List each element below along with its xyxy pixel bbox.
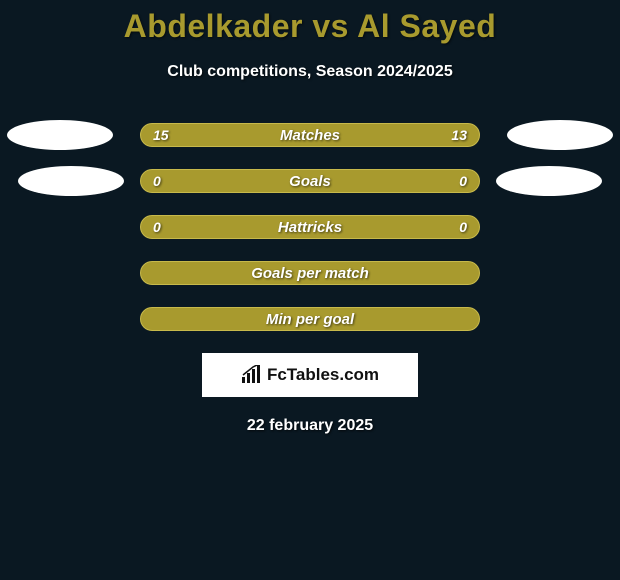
stat-label: Min per goal (141, 311, 479, 328)
player-right-marker (507, 120, 613, 150)
stat-label: Goals (141, 173, 479, 190)
player-left-marker (7, 120, 113, 150)
brand-logo: FcTables.com (241, 365, 379, 385)
stat-bar: Goals per match (140, 261, 480, 285)
date-label: 22 february 2025 (0, 417, 620, 435)
comparison-card: Abdelkader vs Al Sayed Club competitions… (0, 0, 620, 435)
subtitle: Club competitions, Season 2024/2025 (0, 63, 620, 81)
stat-label: Goals per match (141, 265, 479, 282)
stat-bar: 15Matches13 (140, 123, 480, 147)
stat-bar: 0Hattricks0 (140, 215, 480, 239)
brand-logo-box: FcTables.com (202, 353, 418, 397)
stat-row: Goals per match (0, 261, 620, 285)
player-right-marker (496, 166, 602, 196)
stat-row: 0Hattricks0 (0, 215, 620, 239)
brand-text: FcTables.com (267, 365, 379, 385)
stat-label: Hattricks (141, 219, 479, 236)
stat-row: 15Matches13 (0, 123, 620, 147)
page-title: Abdelkader vs Al Sayed (0, 8, 620, 45)
player-left-marker (18, 166, 124, 196)
stat-row: Min per goal (0, 307, 620, 331)
stat-rows: 15Matches13 0Goals0 0Hattricks0 Goals per m… (0, 123, 620, 331)
chart-icon (241, 365, 263, 385)
stat-bar: Min per goal (140, 307, 480, 331)
stat-row: 0Goals0 (0, 169, 620, 193)
stat-label: Matches (141, 127, 479, 144)
stat-bar: 0Goals0 (140, 169, 480, 193)
